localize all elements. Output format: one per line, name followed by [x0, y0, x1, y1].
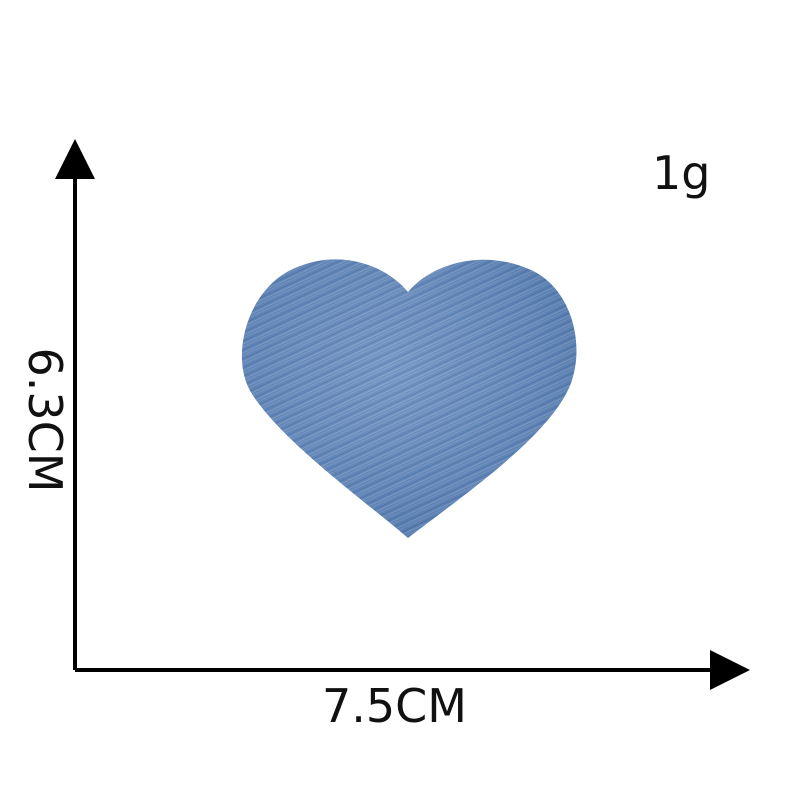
height-dimension-label: 6.3CM [18, 347, 72, 493]
weight-label: 1g [652, 146, 711, 200]
heart-patch-image [241, 259, 577, 538]
width-dimension-label: 7.5CM [322, 679, 467, 733]
